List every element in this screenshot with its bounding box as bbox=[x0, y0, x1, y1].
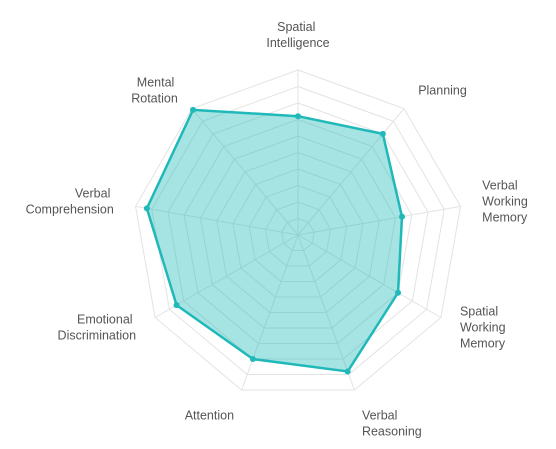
grid-ring bbox=[199, 135, 397, 329]
grid-ring bbox=[134, 69, 462, 391]
grid-ring bbox=[248, 184, 348, 283]
grid-ring bbox=[281, 217, 315, 252]
data-point bbox=[398, 213, 405, 220]
axis-label: Verbal Reasoning bbox=[362, 409, 422, 439]
spoke bbox=[135, 205, 299, 236]
grid-ring bbox=[167, 102, 429, 360]
grid-ring bbox=[232, 168, 364, 298]
data-point bbox=[190, 106, 197, 113]
data-point bbox=[143, 205, 150, 212]
data-point bbox=[295, 113, 301, 120]
axis-label: Mental Rotation bbox=[131, 76, 178, 106]
spoke bbox=[297, 205, 461, 236]
data-point bbox=[173, 302, 180, 309]
grid-ring bbox=[183, 118, 413, 345]
grid-ring bbox=[151, 85, 445, 376]
axis-label: Verbal Working Memory bbox=[482, 179, 531, 225]
spoke bbox=[241, 234, 299, 391]
axis-label: Spatial Intelligence bbox=[266, 20, 329, 50]
axis-label: Attention bbox=[185, 409, 234, 423]
spoke bbox=[297, 108, 405, 236]
axis-label: Spatial Working Memory bbox=[460, 305, 509, 351]
grid-ring bbox=[264, 201, 332, 267]
axis-label: Planning bbox=[418, 84, 467, 98]
spoke bbox=[297, 234, 355, 391]
data-point bbox=[379, 130, 386, 137]
data-point bbox=[395, 289, 402, 296]
spoke bbox=[191, 108, 299, 236]
data-point bbox=[249, 356, 256, 363]
axis-label: Emotional Discrimination bbox=[58, 313, 137, 343]
spoke bbox=[297, 234, 442, 318]
radar-area bbox=[145, 108, 404, 373]
data-point bbox=[344, 368, 351, 375]
grid-ring bbox=[216, 151, 380, 314]
axis-label: Verbal Comprehension bbox=[26, 187, 114, 217]
